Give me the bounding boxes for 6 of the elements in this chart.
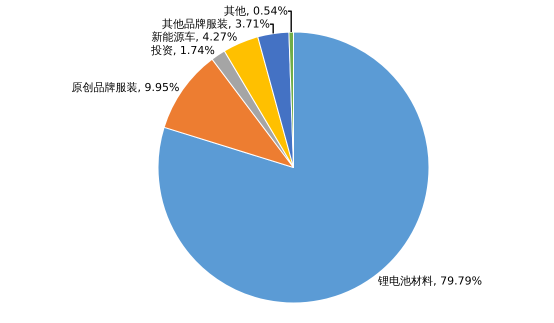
slice-label: 新能源车, 4.27% [151,30,238,44]
slice-label: 原创品牌服装, 9.95% [72,80,180,94]
slice-label: 投资, 1.74% [150,44,215,57]
slice-label: 其他品牌服装, 3.71% [162,18,270,31]
slice-label: 其他, 0.54% [224,4,288,18]
slice-label: 锂电池材料, 79.79% [377,274,482,288]
